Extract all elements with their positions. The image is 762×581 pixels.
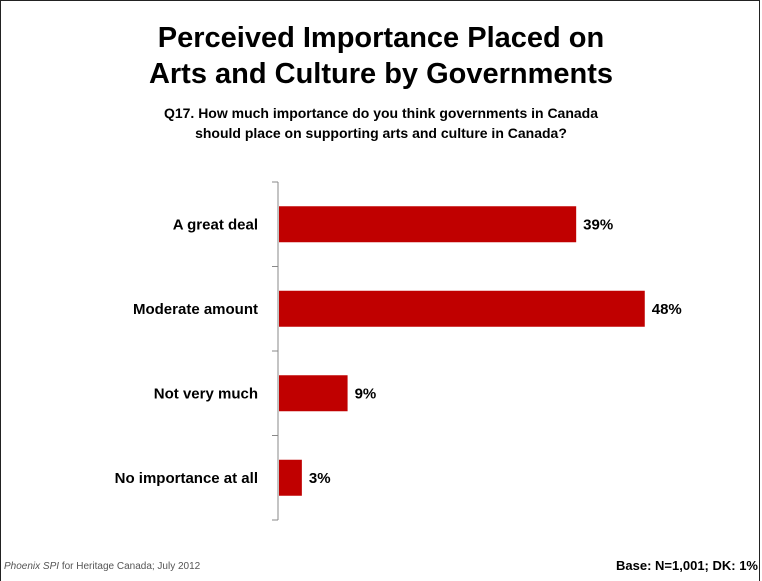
category-label: A great deal — [173, 216, 258, 233]
chart-subtitle-line-1: Q17. How much importance do you think go… — [163, 105, 599, 121]
bar — [279, 206, 577, 243]
bar — [279, 290, 645, 327]
data-label: 39% — [583, 216, 613, 233]
data-label: 48% — [652, 301, 682, 318]
category-label: Not very much — [154, 385, 258, 402]
base-note: Base: N=1,001; DK: 1% — [616, 558, 758, 573]
chart-title-line-2: Arts and Culture by Governments — [148, 58, 614, 90]
data-label: 3% — [309, 470, 331, 487]
source-detail: for Heritage Canada; July 2012 — [59, 561, 201, 572]
data-label: 9% — [355, 385, 377, 402]
source-note: Phoenix SPI for Heritage Canada; July 20… — [4, 561, 200, 572]
category-label: No importance at all — [115, 470, 258, 487]
source-company: Phoenix SPI — [4, 561, 60, 572]
bar — [279, 459, 302, 496]
chart-title-line-1: Perceived Importance Placed on — [157, 22, 605, 54]
chart-subtitle-line-2: should place on supporting arts and cult… — [195, 125, 567, 141]
category-label: Moderate amount — [133, 301, 258, 318]
bar — [279, 375, 348, 412]
